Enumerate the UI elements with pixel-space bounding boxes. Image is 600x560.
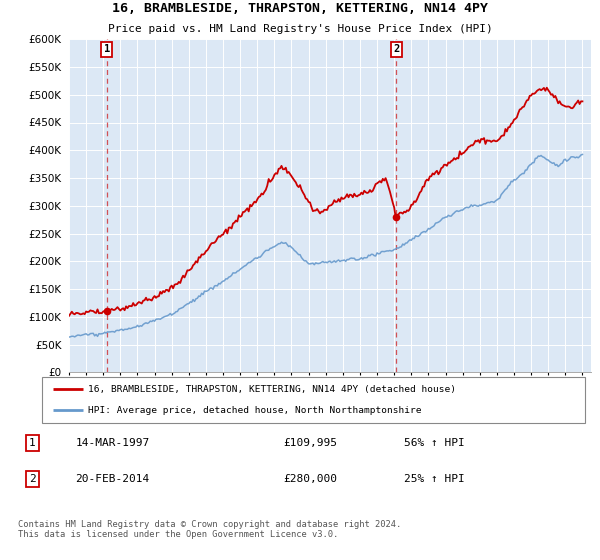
- Text: 25% ↑ HPI: 25% ↑ HPI: [404, 474, 464, 484]
- Text: 1: 1: [29, 438, 36, 449]
- FancyBboxPatch shape: [42, 377, 585, 423]
- Text: £109,995: £109,995: [283, 438, 337, 449]
- Text: Price paid vs. HM Land Registry's House Price Index (HPI): Price paid vs. HM Land Registry's House …: [107, 24, 493, 34]
- Text: 20-FEB-2014: 20-FEB-2014: [76, 474, 150, 484]
- Text: £280,000: £280,000: [283, 474, 337, 484]
- Text: 56% ↑ HPI: 56% ↑ HPI: [404, 438, 464, 449]
- Text: 16, BRAMBLESIDE, THRAPSTON, KETTERING, NN14 4PY (detached house): 16, BRAMBLESIDE, THRAPSTON, KETTERING, N…: [88, 385, 456, 394]
- Text: 14-MAR-1997: 14-MAR-1997: [76, 438, 150, 449]
- Text: HPI: Average price, detached house, North Northamptonshire: HPI: Average price, detached house, Nort…: [88, 406, 422, 415]
- Text: Contains HM Land Registry data © Crown copyright and database right 2024.
This d: Contains HM Land Registry data © Crown c…: [18, 520, 401, 539]
- Text: 2: 2: [29, 474, 36, 484]
- Text: 2: 2: [393, 44, 400, 54]
- Text: 16, BRAMBLESIDE, THRAPSTON, KETTERING, NN14 4PY: 16, BRAMBLESIDE, THRAPSTON, KETTERING, N…: [112, 2, 488, 15]
- Text: 1: 1: [104, 44, 110, 54]
